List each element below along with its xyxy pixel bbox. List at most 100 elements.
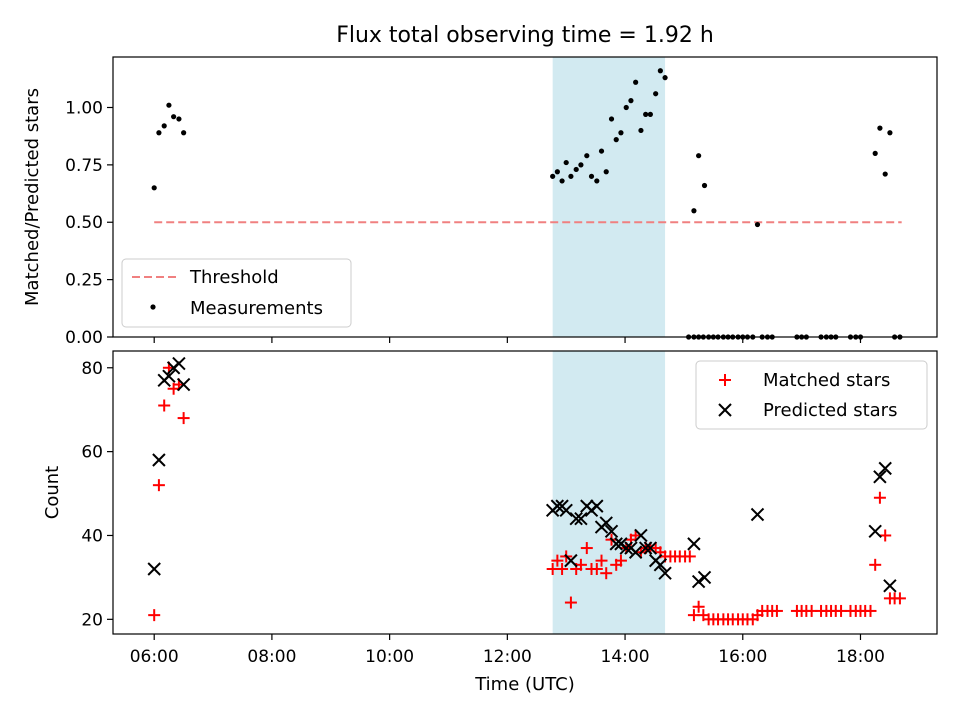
top-x-ticks <box>153 337 862 343</box>
measurement-point <box>171 114 177 120</box>
x-tick-label: 12:00 <box>483 647 532 667</box>
x-tick-label: 16:00 <box>718 647 767 667</box>
predicted-star-point <box>628 545 643 559</box>
predicted-star-point <box>172 356 186 371</box>
matched-star-point <box>770 604 783 617</box>
matched-star-point <box>574 558 587 571</box>
measurement-point <box>613 137 619 143</box>
matched-star-point <box>869 558 882 571</box>
measurement-point <box>691 208 697 214</box>
predicted-star-point <box>687 537 701 551</box>
legend-measurements-swatch <box>150 304 156 310</box>
measurement-point <box>872 150 878 156</box>
matched-star-point <box>692 600 705 613</box>
predicted-star-point <box>643 541 658 555</box>
legend-matched-label: Matched stars <box>763 370 890 391</box>
matched-star-point <box>152 479 165 492</box>
x-tick-label: 10:00 <box>365 647 414 667</box>
measurement-point <box>608 116 615 122</box>
matched-star-point <box>177 412 190 425</box>
predicted-star-point <box>653 558 668 572</box>
predicted-star-point <box>868 524 882 538</box>
measurement-point <box>623 104 629 111</box>
matched-star-point <box>148 609 161 622</box>
predicted-star-point <box>569 511 583 526</box>
measurement-point <box>633 79 639 85</box>
legend-threshold-label: Threshold <box>189 267 279 288</box>
measurement-point <box>573 166 579 173</box>
chart-title: Flux total observing time = 1.92 h <box>336 23 714 48</box>
measurement-points <box>151 68 903 340</box>
predicted-star-point <box>604 524 619 538</box>
matched-star-point <box>590 563 603 576</box>
predicted-star-point <box>564 553 578 568</box>
bottom-y-ticks: 20 40 60 80 <box>81 359 113 630</box>
measurement-point <box>657 68 663 74</box>
x-tick-label: 18:00 <box>836 647 885 667</box>
measurement-point <box>559 178 565 184</box>
predicted-star-point <box>878 461 892 476</box>
y-tick-label: 1.00 <box>65 98 103 118</box>
measurement-point <box>151 185 157 191</box>
matched-star-point <box>564 596 577 609</box>
shaded-observing-window <box>552 57 666 337</box>
y-tick-label: 0.25 <box>65 271 103 291</box>
predicted-star-point <box>691 574 706 589</box>
matched-star-point <box>600 567 613 580</box>
measurement-point <box>618 130 624 136</box>
legend-predicted-label: Predicted stars <box>763 400 897 421</box>
top-axes-frame <box>112 56 938 338</box>
predicted-star-point <box>147 562 161 576</box>
top-legend: Threshold Measurements <box>121 258 352 328</box>
measurement-point <box>598 148 605 154</box>
count-points <box>147 356 906 626</box>
matched-star-point <box>158 399 171 412</box>
measurement-point <box>554 169 560 175</box>
y-tick-label: 40 <box>81 526 103 546</box>
y-tick-label: 60 <box>81 443 103 463</box>
measurement-point <box>877 125 883 131</box>
predicted-star-point <box>658 566 672 580</box>
x-tick-label: 08:00 <box>247 647 296 667</box>
y-tick-label: 0.50 <box>65 213 103 233</box>
legend-predicted-swatch <box>718 403 732 417</box>
measurement-point <box>647 111 653 117</box>
measurement-point <box>696 153 702 159</box>
y-tick-label: 0.75 <box>65 156 103 176</box>
top-panel: 0.00 0.25 0.50 0.75 1.00 Matched/Predicted s… <box>22 56 938 348</box>
legend-measurements-label: Measurements <box>190 298 323 319</box>
predicted-star-point <box>609 537 623 551</box>
x-axis-label: Time (UTC) <box>474 674 575 695</box>
measurement-point <box>603 169 609 175</box>
measurement-point <box>653 91 659 97</box>
predicted-star-point <box>634 528 648 543</box>
measurement-point <box>578 162 584 168</box>
top-y-axis-label: Matched/Predicted stars <box>22 88 43 306</box>
predicted-star-point <box>559 503 573 518</box>
bottom-x-ticks: 06:00 08:00 10:00 12:00 14:00 16:00 18:00 <box>130 634 885 667</box>
matched-star-point <box>556 563 569 576</box>
matched-star-point <box>551 554 564 567</box>
measurement-point <box>550 173 556 179</box>
x-tick-label: 06:00 <box>130 647 179 667</box>
matched-star-point <box>879 529 892 542</box>
measurement-point <box>166 102 172 108</box>
matched-star-point <box>683 550 696 563</box>
measurement-point <box>584 153 590 159</box>
y-tick-label: 0.00 <box>65 328 103 348</box>
top-y-ticks: 0.00 0.25 0.50 0.75 1.00 <box>65 98 113 348</box>
y-tick-label: 80 <box>81 359 103 379</box>
measurement-point <box>643 111 649 117</box>
measurement-point <box>662 75 668 81</box>
predicted-star-point <box>750 507 765 522</box>
predicted-star-point <box>550 499 565 513</box>
measurement-point <box>638 127 644 134</box>
measurement-point <box>887 130 893 136</box>
y-tick-label: 20 <box>81 610 103 630</box>
measurement-point <box>594 178 600 184</box>
measurement-point <box>882 171 888 177</box>
predicted-star-point <box>176 377 191 392</box>
measurement-point <box>156 130 162 136</box>
shaded-observing-window <box>552 351 666 634</box>
